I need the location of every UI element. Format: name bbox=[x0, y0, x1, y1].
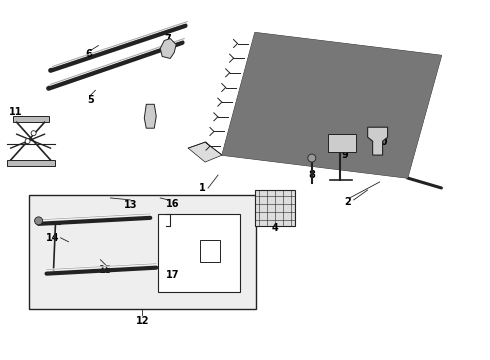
Bar bbox=[7, 160, 54, 166]
Bar bbox=[28, 195, 256, 310]
Text: 14: 14 bbox=[46, 233, 59, 243]
Bar bbox=[255, 190, 295, 226]
Text: 17: 17 bbox=[166, 270, 179, 280]
Circle shape bbox=[35, 217, 43, 225]
Polygon shape bbox=[222, 32, 441, 178]
Text: 9: 9 bbox=[342, 150, 348, 160]
Text: 7: 7 bbox=[165, 33, 172, 44]
Text: 10: 10 bbox=[375, 137, 389, 147]
Text: 3: 3 bbox=[145, 120, 151, 130]
Circle shape bbox=[31, 131, 36, 136]
Bar bbox=[200, 240, 220, 262]
Circle shape bbox=[25, 139, 30, 144]
Text: 4: 4 bbox=[271, 223, 278, 233]
Polygon shape bbox=[144, 104, 156, 128]
Text: 2: 2 bbox=[344, 197, 351, 207]
Text: 15: 15 bbox=[98, 265, 112, 275]
Polygon shape bbox=[368, 127, 388, 155]
Circle shape bbox=[308, 154, 316, 162]
Text: 12: 12 bbox=[136, 316, 149, 327]
Text: 16: 16 bbox=[166, 199, 179, 209]
Text: 11: 11 bbox=[9, 107, 23, 117]
Bar bbox=[13, 116, 49, 122]
Bar bbox=[158, 214, 240, 292]
Text: 8: 8 bbox=[308, 170, 315, 180]
Text: 6: 6 bbox=[85, 49, 92, 59]
Bar bbox=[328, 134, 356, 152]
Text: 5: 5 bbox=[87, 95, 94, 105]
Text: 1: 1 bbox=[199, 183, 205, 193]
Text: 13: 13 bbox=[123, 200, 137, 210]
Polygon shape bbox=[188, 142, 222, 162]
Polygon shape bbox=[160, 39, 176, 58]
